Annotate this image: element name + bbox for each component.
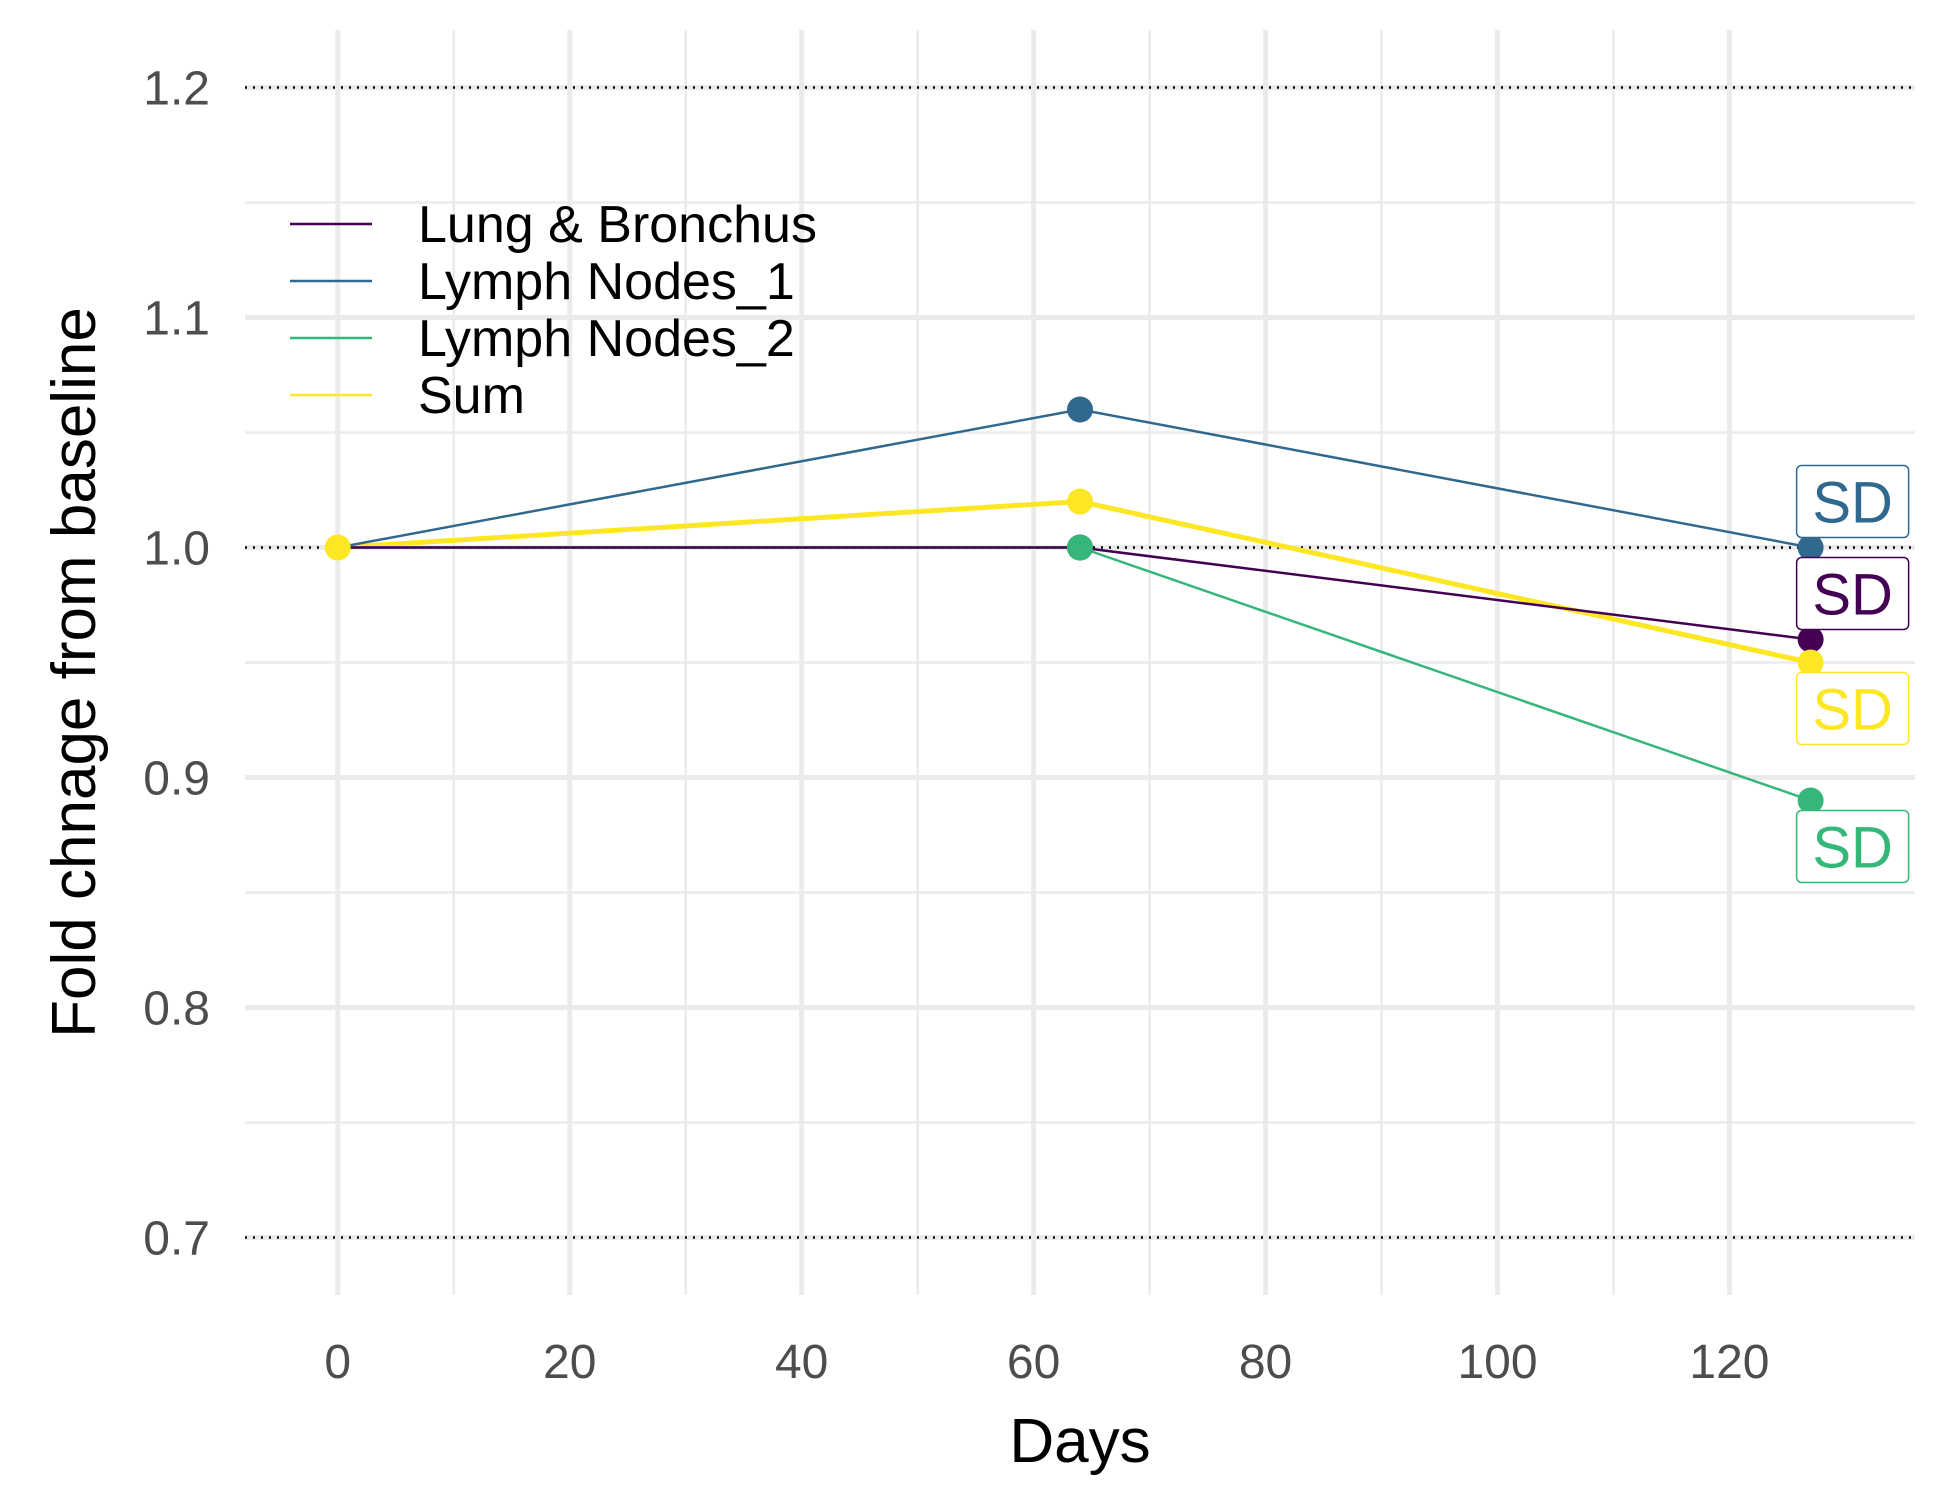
legend-item: Sum	[290, 367, 525, 425]
x-axis-ticks: 0 20 40 60 80 100 120	[324, 1336, 1769, 1389]
data-point	[1797, 787, 1824, 814]
x-tick-label: 100	[1457, 1336, 1537, 1389]
series-line	[337, 499, 1812, 665]
data-point	[1797, 626, 1824, 653]
x-tick-label: 60	[1007, 1336, 1060, 1389]
y-axis-title: Fold chnage from baseline	[40, 307, 109, 1038]
x-tick-label: 80	[1239, 1336, 1292, 1389]
y-tick-label: 0.9	[143, 753, 210, 806]
end-label-text: SD	[1812, 563, 1893, 628]
data-point	[1067, 396, 1093, 423]
end-label-box	[1795, 464, 1910, 539]
series-line	[337, 408, 1811, 549]
end-label: SD	[1795, 556, 1910, 631]
legend-item: Lung & Bronchus	[290, 196, 817, 254]
x-axis-title: Days	[1009, 1407, 1150, 1476]
legend-label: Lung & Bronchus	[418, 196, 817, 254]
end-label-text: SD	[1812, 678, 1893, 743]
data-point	[1797, 649, 1824, 676]
legend-label: Lymph Nodes_1	[418, 253, 795, 311]
data-point	[1067, 488, 1093, 515]
y-axis-ticks: 0.7 0.8 0.9 1.0 1.1 1.2	[143, 63, 210, 1266]
y-tick-label: 0.7	[143, 1213, 210, 1266]
data-point	[1797, 534, 1824, 561]
y-tick-label: 0.8	[143, 983, 210, 1036]
y-tick-label: 1.2	[143, 63, 210, 116]
y-tick-label: 1.0	[143, 523, 210, 576]
series-lines	[337, 408, 1812, 802]
x-tick-label: 20	[543, 1336, 596, 1389]
legend-label: Sum	[418, 367, 525, 425]
legend-label: Lymph Nodes_2	[418, 310, 795, 368]
legend-item: Lymph Nodes_1	[290, 253, 795, 311]
end-label: SD	[1795, 464, 1910, 539]
y-tick-label: 1.1	[143, 293, 210, 346]
x-tick-label: 120	[1689, 1336, 1769, 1389]
series-line	[337, 546, 1812, 802]
data-point	[324, 534, 351, 561]
end-label-text: SD	[1812, 816, 1893, 881]
end-label-text: SD	[1812, 471, 1893, 536]
series-points	[324, 396, 1824, 814]
end-label-box	[1795, 671, 1910, 746]
end-label-box	[1795, 556, 1910, 631]
series-line	[337, 546, 1811, 641]
x-tick-label: 0	[324, 1336, 351, 1389]
end-label-box	[1795, 809, 1910, 884]
end-label: SD	[1795, 671, 1910, 746]
x-tick-label: 40	[775, 1336, 828, 1389]
legend-item: Lymph Nodes_2	[290, 310, 795, 368]
data-point	[1067, 534, 1093, 561]
end-labels: SD SD SD SD	[1795, 464, 1910, 884]
end-label: SD	[1795, 809, 1910, 884]
grid-lines	[245, 30, 1915, 1295]
